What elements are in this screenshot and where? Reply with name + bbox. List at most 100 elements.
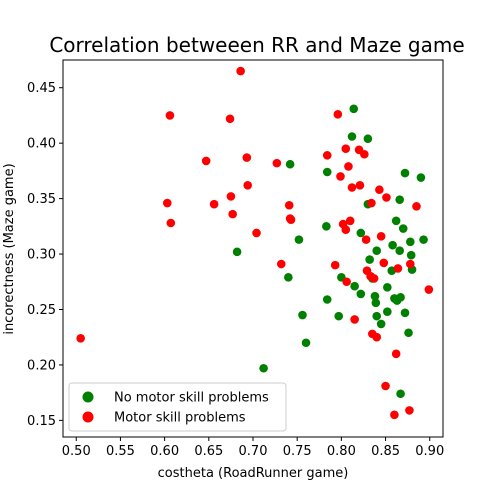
no-motor-point-12 (347, 132, 357, 141)
motor-point-48 (405, 406, 414, 415)
motor-point-9 (236, 66, 245, 76)
no-motor-point-33 (395, 195, 405, 205)
motor-point-45 (390, 410, 399, 420)
motor-point-7 (226, 192, 236, 201)
no-motor-point-0 (232, 247, 242, 257)
no-motor-point-19 (365, 255, 374, 264)
legend-label-motor: Motor skill problems (114, 411, 246, 426)
motor-point-29 (350, 315, 359, 324)
legend-marker-motor (82, 411, 94, 423)
motor-point-13 (272, 158, 282, 168)
legend-label-no-motor: No motor skill problems (114, 391, 269, 406)
legend-box (68, 382, 287, 432)
y-tick-label-0: 0.15 (27, 414, 56, 429)
motor-point-8 (228, 209, 237, 219)
x-tick-label-7: 0.85 (371, 444, 400, 459)
y-tick-label-1: 0.20 (27, 358, 56, 373)
motor-point-21 (336, 172, 345, 181)
no-motor-point-17 (363, 134, 373, 144)
no-motor-point-40 (404, 328, 413, 338)
no-motor-point-29 (388, 240, 397, 250)
no-motor-point-14 (350, 281, 359, 291)
legend: No motor skill problems Motor skill prob… (68, 382, 287, 432)
no-motor-point-45 (419, 235, 428, 244)
motor-point-24 (341, 225, 351, 234)
no-motor-point-5 (298, 310, 307, 320)
no-motor-point-9 (322, 295, 332, 304)
motor-point-6 (225, 114, 235, 124)
motor-point-46 (391, 349, 401, 359)
y-axis: 0.15 0.20 0.25 0.30 0.35 0.40 0.45 (27, 81, 63, 429)
no-motor-point-34 (395, 246, 405, 256)
no-motor-point-44 (416, 173, 426, 182)
motor-point-20 (333, 110, 343, 119)
plot-area (76, 66, 434, 420)
no-motor-point-10 (334, 311, 344, 321)
motor-point-44 (382, 193, 391, 202)
plot-frame (62, 59, 444, 438)
motor-point-38 (369, 274, 379, 283)
x-tick-label-8: 0.90 (415, 444, 444, 459)
x-tick-label-4: 0.70 (239, 444, 268, 459)
y-tick-label-4: 0.35 (27, 192, 56, 207)
motor-point-33 (361, 235, 371, 244)
no-motor-point-2 (285, 159, 295, 169)
y-tick-label-3: 0.30 (27, 248, 56, 263)
motor-point-0 (76, 334, 85, 343)
no-motor-point-31 (391, 216, 401, 226)
no-motor-point-26 (383, 307, 392, 317)
no-motor-point-23 (372, 311, 382, 321)
x-tick-label-1: 0.55 (106, 444, 135, 459)
motor-point-25 (342, 277, 351, 287)
motor-point-12 (252, 228, 261, 238)
x-tick-label-2: 0.60 (150, 444, 179, 459)
x-tick-label-3: 0.65 (194, 444, 223, 459)
no-motor-point-3 (284, 273, 293, 282)
motor-point-28 (347, 183, 357, 192)
motor-point-14 (276, 259, 286, 269)
no-motor-point-41 (406, 237, 415, 247)
motor-point-27 (345, 216, 355, 226)
no-motor-point-13 (349, 104, 359, 114)
no-motor-point-35 (396, 292, 405, 302)
no-motor-point-27 (383, 283, 392, 292)
no-motor-point-21 (370, 291, 380, 301)
no-motor-point-39 (400, 308, 410, 318)
motor-point-5 (209, 199, 219, 209)
motor-point-50 (412, 202, 421, 211)
motor-point-31 (355, 181, 365, 190)
x-axis-label: costheta (RoadRunner game) (158, 466, 349, 481)
no-motor-point-36 (396, 389, 405, 399)
motor-point-26 (344, 162, 353, 171)
motor-point-10 (242, 153, 252, 162)
motor-point-4 (201, 156, 211, 166)
no-motor-point-4 (294, 235, 304, 244)
motor-point-18 (322, 151, 332, 160)
motor-point-19 (330, 260, 340, 270)
x-axis: 0.50 0.55 0.60 0.65 0.70 0.75 0.80 0.85 0.90 (62, 437, 444, 459)
motor-point-32 (360, 149, 369, 159)
motor-point-2 (165, 111, 175, 120)
x-tick-label-5: 0.75 (283, 444, 312, 459)
motor-point-15 (284, 200, 294, 210)
y-axis-label: incorectness (Maze game) (2, 163, 17, 334)
no-motor-point-42 (406, 250, 416, 260)
x-tick-label-0: 0.50 (62, 444, 91, 459)
y-tick-label-6: 0.45 (27, 81, 56, 96)
motor-point-11 (243, 181, 252, 190)
no-motor-point-15 (356, 228, 366, 238)
y-tick-label-2: 0.25 (27, 303, 56, 318)
motor-point-42 (379, 258, 389, 268)
motor-point-51 (424, 285, 434, 294)
motor-point-47 (393, 264, 403, 273)
motor-point-17 (286, 215, 296, 224)
no-motor-point-1 (259, 363, 268, 373)
no-motor-point-8 (322, 167, 332, 177)
motor-point-36 (367, 198, 376, 208)
motor-point-3 (166, 218, 176, 228)
motor-point-39 (372, 332, 382, 342)
x-tick-label-6: 0.80 (327, 444, 356, 459)
no-motor-point-25 (376, 319, 386, 329)
y-tick-label-5: 0.40 (27, 137, 56, 152)
